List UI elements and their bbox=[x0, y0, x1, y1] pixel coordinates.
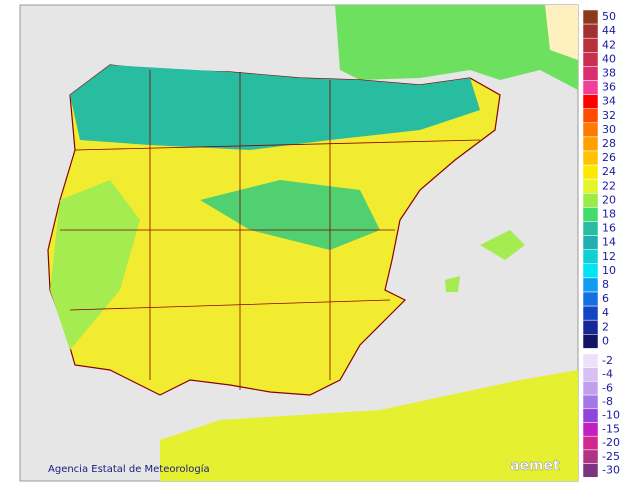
legend-swatch bbox=[582, 334, 599, 349]
legend-label: 6 bbox=[602, 292, 609, 305]
legend-label: 38 bbox=[602, 66, 616, 79]
africa bbox=[160, 370, 578, 481]
legend-swatch bbox=[582, 353, 599, 368]
central-zone bbox=[200, 180, 380, 250]
legend-swatch bbox=[582, 449, 599, 464]
legend-swatch bbox=[582, 221, 599, 236]
legend-label: 2 bbox=[602, 320, 609, 333]
north-zone bbox=[70, 65, 480, 150]
mallorca bbox=[480, 230, 525, 260]
legend-swatch bbox=[582, 207, 599, 222]
legend-label: -10 bbox=[602, 409, 620, 422]
legend-swatch bbox=[582, 249, 599, 265]
legend-swatch bbox=[582, 122, 599, 138]
legend-label: 26 bbox=[602, 151, 616, 164]
legend-label: 22 bbox=[602, 179, 616, 192]
legend-label: 16 bbox=[602, 222, 616, 235]
legend-label: -6 bbox=[602, 381, 613, 394]
legend-label: 34 bbox=[602, 95, 616, 108]
france bbox=[335, 5, 578, 90]
legend-swatch bbox=[582, 408, 599, 423]
legend-swatch bbox=[582, 319, 599, 335]
legend-swatch bbox=[582, 291, 599, 307]
legend-label: 44 bbox=[602, 24, 616, 37]
legend-label: 20 bbox=[602, 193, 616, 206]
legend-swatch bbox=[582, 193, 599, 208]
legend-swatch bbox=[582, 150, 599, 166]
attribution: Agencia Estatal de Meteorología bbox=[48, 463, 210, 475]
legend-label: -30 bbox=[602, 463, 620, 476]
legend-swatch bbox=[582, 277, 599, 293]
legend-label: 50 bbox=[602, 10, 616, 23]
legend-swatch bbox=[582, 463, 599, 478]
legend-swatch bbox=[582, 52, 599, 67]
legend-swatch bbox=[582, 164, 599, 180]
legend-label: 28 bbox=[602, 137, 616, 150]
legend-label: -20 bbox=[602, 436, 620, 449]
legend-swatch bbox=[582, 394, 599, 410]
legend-swatch bbox=[582, 9, 599, 25]
legend-label: 40 bbox=[602, 52, 616, 65]
legend-swatch bbox=[582, 435, 599, 451]
legend-label: 8 bbox=[602, 278, 609, 291]
legend-label: -4 bbox=[602, 368, 613, 381]
legend-label: 4 bbox=[602, 306, 609, 319]
legend: 5044424038363432302826242220181614121086… bbox=[582, 9, 620, 478]
portugal-zone bbox=[50, 180, 140, 350]
legend-swatch bbox=[582, 263, 599, 279]
borders bbox=[60, 70, 481, 390]
ibiza bbox=[445, 276, 460, 292]
legend-label: 14 bbox=[602, 236, 616, 249]
legend-swatch bbox=[582, 178, 599, 194]
legend-label: -25 bbox=[602, 450, 620, 463]
legend-swatch bbox=[582, 66, 599, 81]
legend-label: 10 bbox=[602, 264, 616, 277]
legend-swatch bbox=[582, 235, 599, 250]
legend-label: 42 bbox=[602, 38, 616, 51]
legend-swatch bbox=[582, 305, 599, 321]
legend-swatch bbox=[582, 23, 599, 39]
legend-swatch bbox=[582, 108, 599, 124]
legend-label: 30 bbox=[602, 123, 616, 136]
legend-swatch bbox=[582, 381, 599, 396]
logo: aemet bbox=[510, 458, 560, 474]
legend-swatch bbox=[582, 367, 599, 382]
legend-swatch bbox=[582, 37, 599, 53]
legend-swatch bbox=[582, 94, 599, 109]
legend-label: 36 bbox=[602, 81, 616, 94]
legend-label: 32 bbox=[602, 109, 616, 122]
legend-label: 12 bbox=[602, 250, 616, 263]
france-east bbox=[545, 5, 578, 60]
legend-label: 18 bbox=[602, 207, 616, 220]
legend-swatch bbox=[582, 422, 599, 437]
legend-label: -8 bbox=[602, 395, 613, 408]
legend-swatch bbox=[582, 136, 599, 152]
legend-swatch bbox=[582, 80, 599, 95]
legend-label: 24 bbox=[602, 165, 616, 178]
legend-label: -15 bbox=[602, 422, 620, 435]
legend-label: -2 bbox=[602, 354, 613, 367]
legend-label: 0 bbox=[602, 334, 609, 347]
